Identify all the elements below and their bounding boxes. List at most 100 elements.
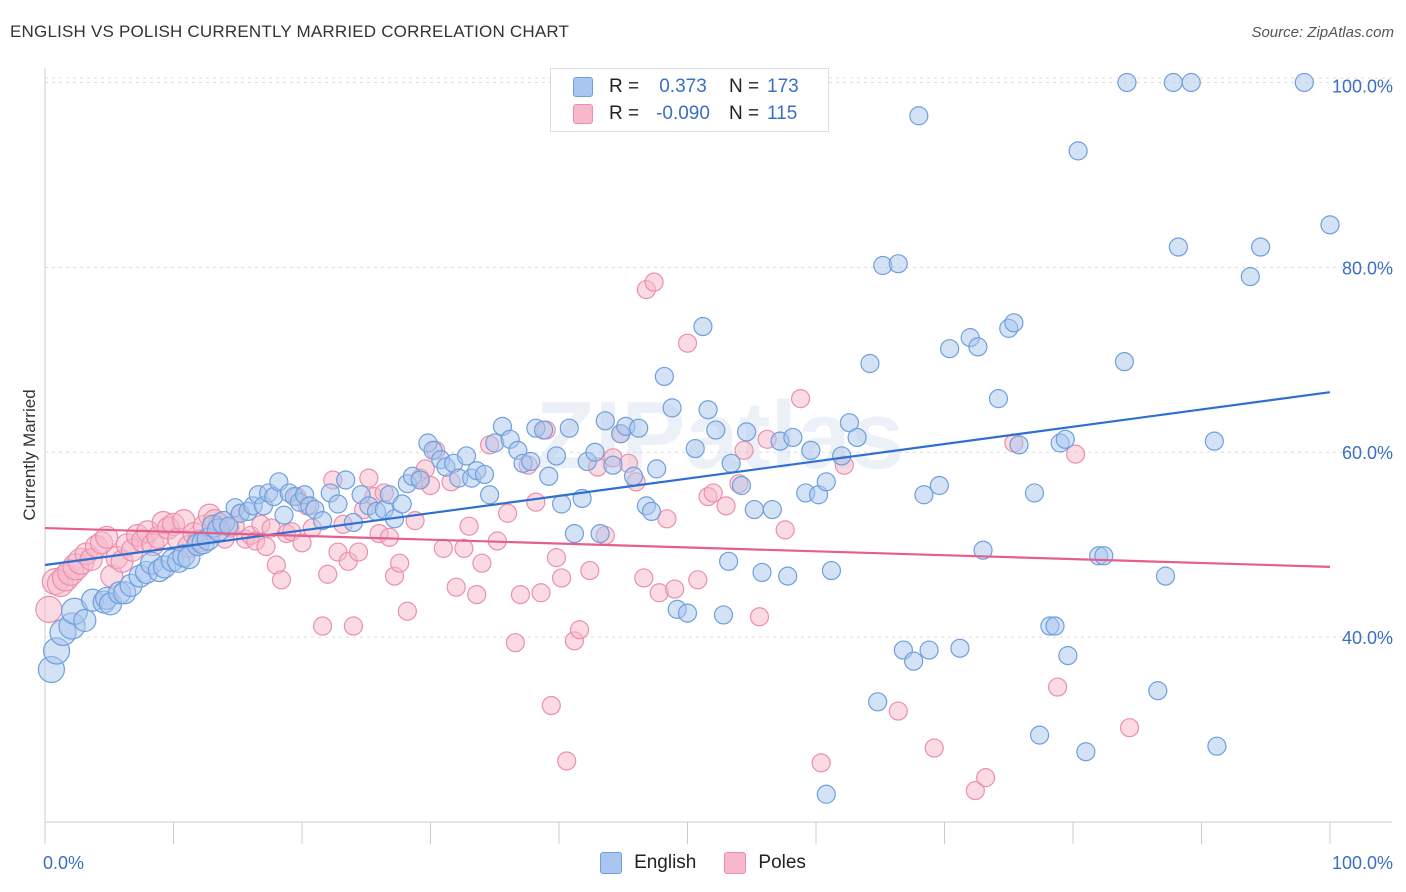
y-tick-label-40: 40.0% — [1342, 628, 1393, 648]
legend-row-english: R = 0.373 N = 173 — [573, 75, 799, 99]
english-n-label: N = — [729, 76, 760, 97]
poles-point-123 — [924, 738, 944, 758]
english-point-155 — [1117, 72, 1137, 93]
poles-point-76 — [446, 577, 466, 597]
english-point-106 — [719, 551, 739, 571]
poles-point-95 — [569, 620, 590, 640]
english-point-98 — [662, 398, 682, 418]
english-point-132 — [919, 640, 939, 660]
english-point-92 — [623, 466, 644, 486]
english-point-144 — [1029, 725, 1050, 745]
x-tick-label-min: 0.0% — [43, 853, 84, 873]
english-point-93 — [629, 418, 649, 438]
english-point-104 — [706, 420, 726, 440]
y-tick-label-80: 80.0% — [1342, 258, 1393, 278]
english-point-165 — [1294, 72, 1314, 93]
poles-point-59 — [348, 542, 369, 562]
legend-item-poles[interactable]: Poles — [724, 852, 806, 874]
english-point-45 — [312, 511, 333, 531]
english-point-166 — [1320, 215, 1340, 235]
poles-point-107 — [657, 509, 677, 529]
english-point-159 — [1168, 237, 1188, 257]
poles-point-77 — [454, 538, 474, 558]
english-point-56 — [392, 494, 412, 514]
poles-point-118 — [775, 520, 795, 540]
english-point-153 — [1094, 546, 1114, 566]
english-point-80 — [546, 446, 567, 466]
series-legend: English Poles — [0, 852, 1406, 874]
legend-poles-label: Poles — [758, 852, 806, 873]
poles-point-96 — [580, 560, 600, 581]
english-point-157 — [1155, 566, 1176, 586]
poles-point-113 — [716, 496, 736, 516]
poles-r-value: -0.090 — [656, 103, 710, 124]
english-point-110 — [744, 499, 764, 520]
chart-title: ENGLISH VS POLISH CURRENTLY MARRIED CORR… — [10, 22, 570, 41]
english-point-28 — [219, 516, 239, 536]
english-point-124 — [860, 353, 880, 374]
english-point-139 — [988, 389, 1009, 409]
english-r-label: R = — [609, 76, 640, 97]
poles-point-83 — [498, 503, 518, 523]
poles-point-85 — [510, 584, 531, 605]
poles-point-124 — [965, 780, 985, 801]
poles-point-79 — [467, 584, 487, 605]
english-point-164 — [1251, 237, 1271, 257]
poles-point-52 — [312, 616, 333, 636]
english-point-96 — [647, 459, 667, 479]
english-point-111 — [752, 562, 772, 583]
english-point-87 — [590, 523, 610, 544]
poles-point-0 — [35, 595, 63, 623]
english-point-127 — [888, 254, 908, 274]
english-point-163 — [1240, 267, 1260, 287]
poles-point-128 — [1065, 444, 1086, 464]
poles-point-92 — [551, 568, 572, 588]
english-point-123 — [847, 427, 867, 448]
english-point-66 — [456, 446, 477, 466]
english-point-48 — [336, 470, 356, 490]
poles-point-84 — [505, 633, 525, 653]
axes — [44, 68, 1392, 844]
english-point-122 — [839, 413, 860, 433]
english-point-88 — [595, 411, 615, 431]
english-point-154 — [1114, 352, 1135, 372]
poles-point-91 — [546, 548, 567, 568]
poles-point-67 — [390, 553, 410, 573]
poles-point-122 — [888, 701, 908, 721]
english-point-76 — [521, 451, 541, 472]
english-point-135 — [950, 638, 970, 658]
english-point-78 — [533, 420, 554, 440]
english-point-109 — [737, 422, 757, 442]
poles-point-112 — [703, 483, 723, 503]
poles-point-110 — [688, 570, 708, 590]
english-swatch — [573, 77, 593, 97]
english-point-82 — [559, 418, 579, 438]
x-tick-label-max: 100.0% — [1332, 853, 1393, 873]
poles-point-105 — [644, 272, 664, 292]
poles-n-label: N = — [729, 103, 760, 124]
legend-row-poles: R = -0.090 N = 115 — [573, 102, 797, 126]
source-attribution: Source: ZipAtlas.com — [1251, 24, 1394, 41]
english-point-89 — [603, 455, 623, 475]
english-point-142 — [1009, 435, 1029, 455]
poles-point-45 — [271, 570, 292, 590]
poles-point-58 — [343, 616, 363, 636]
poles-point-93 — [557, 751, 577, 771]
legend-english-swatch — [600, 852, 623, 874]
english-point-130 — [909, 106, 929, 126]
poles-n-value: 115 — [767, 103, 798, 124]
legend-item-english[interactable]: English — [600, 852, 696, 874]
y-tick-label-100: 100.0% — [1332, 76, 1393, 96]
english-point-141 — [1004, 313, 1024, 333]
english-point-129 — [904, 651, 924, 671]
poles-point-119 — [790, 389, 811, 409]
series-english — [37, 72, 1340, 804]
english-point-114 — [778, 566, 798, 586]
english-point-69 — [474, 464, 495, 485]
english-point-79 — [539, 466, 559, 486]
english-point-125 — [868, 692, 888, 712]
poles-point-125 — [976, 768, 996, 788]
poles-point-88 — [531, 583, 551, 603]
poles-point-11 — [95, 525, 119, 549]
english-point-70 — [480, 485, 500, 505]
